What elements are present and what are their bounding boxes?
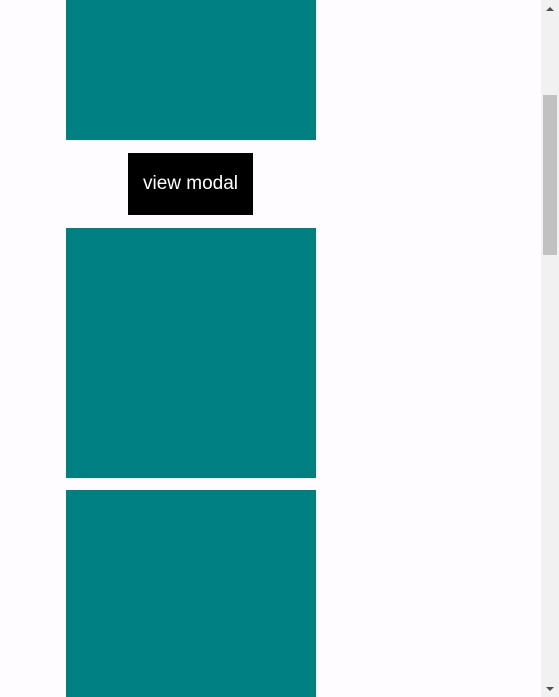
scroll-down-arrow-icon (546, 686, 554, 691)
scroll-down-button[interactable] (541, 680, 559, 697)
scrollbar-thumb[interactable] (543, 95, 557, 255)
teal-box (66, 228, 316, 478)
scroll-up-button[interactable] (541, 0, 559, 17)
view-modal-button[interactable]: view modal (128, 153, 253, 215)
scroll-up-arrow-icon (546, 6, 554, 11)
teal-box (66, 0, 316, 140)
teal-box (66, 490, 316, 697)
vertical-scrollbar[interactable] (541, 0, 559, 697)
page-content: view modal (66, 0, 316, 697)
